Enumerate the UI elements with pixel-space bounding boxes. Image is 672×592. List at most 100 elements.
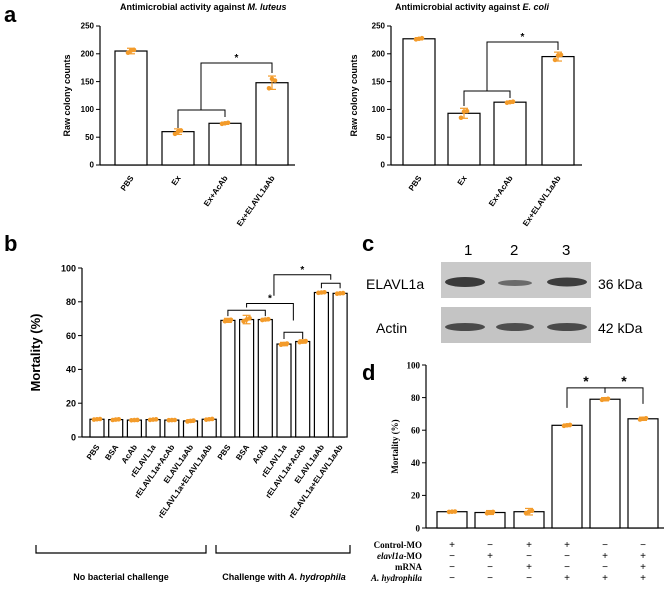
data-point (487, 510, 493, 515)
condition-sign: + (640, 562, 646, 573)
bar-relavl1a-elavl1aab (332, 292, 348, 438)
chart-title: Antimicrobial activity against M. luteus (120, 2, 287, 12)
data-point (188, 418, 193, 424)
y-axis-label: Mortality (%) (390, 419, 400, 473)
significance-bracket (200, 62, 273, 110)
condition-row-label: mRNA (395, 562, 422, 572)
condition-row-label: A. hydrophila (370, 573, 423, 583)
panel-letter-c: c (362, 231, 374, 256)
y-axis-label: Raw colony counts (349, 54, 359, 136)
condition-row-label: Control-MO (374, 540, 422, 550)
data-point (555, 53, 561, 58)
data-point (526, 509, 532, 514)
data-point (113, 417, 118, 422)
data-point (175, 129, 181, 134)
condition-sign: + (526, 562, 532, 573)
y-tick-label: 100 (372, 105, 386, 114)
bar-ex-elavl1aab (541, 55, 575, 166)
bar-ex-acab (493, 101, 527, 166)
bar-3 (551, 424, 583, 529)
x-tick-label: BSA (103, 443, 120, 462)
panel-letter-d: d (362, 360, 375, 385)
condition-sign: + (640, 551, 646, 562)
bar-relavl1a-acab (164, 419, 180, 438)
significance-star: * (300, 265, 304, 276)
y-tick-label: 100 (61, 263, 76, 273)
significance-bracket (604, 387, 644, 404)
condition-sign: − (602, 562, 608, 573)
significance-star: * (521, 32, 525, 43)
data-point (640, 416, 646, 422)
data-point (564, 423, 570, 428)
y-tick-label: 150 (81, 77, 95, 86)
condition-sign: + (487, 551, 493, 562)
x-tick-label: PBS (216, 442, 233, 461)
condition-sign: − (564, 551, 570, 562)
x-tick-label: Ex (170, 174, 183, 188)
x-tick-label: Ex+ELAVL1aAb (235, 174, 277, 228)
data-point (263, 317, 268, 322)
bar-pbs (89, 418, 105, 438)
x-tick-label: Ex+ELAVL1aAb (521, 174, 563, 228)
data-point (281, 341, 287, 347)
group-bracket (283, 331, 304, 339)
group-bracket-challenge (215, 545, 351, 554)
data-point (225, 318, 231, 323)
condition-sign: − (487, 562, 493, 573)
significance-bracket (273, 274, 332, 296)
band-actin-lane1 (445, 323, 485, 331)
y-tick-label: 200 (372, 49, 386, 58)
y-tick-label: 80 (411, 393, 421, 403)
condition-sign: + (602, 551, 608, 562)
condition-sign: + (526, 540, 532, 551)
band-size-actin: 42 kDa (598, 320, 643, 336)
bar-acab (257, 318, 273, 438)
y-tick-label: 40 (66, 365, 76, 375)
y-tick-label: 250 (81, 22, 95, 31)
data-point (244, 317, 249, 322)
significance-star: * (235, 53, 239, 64)
band-actin-lane3 (547, 323, 587, 331)
condition-sign: − (526, 551, 532, 562)
bar-ex (447, 112, 481, 166)
x-tick-label: PBS (119, 173, 136, 192)
condition-sign: + (449, 540, 455, 551)
condition-sign: − (526, 573, 532, 584)
group-label-challenge: Challenge with A. hydrophila (222, 572, 346, 582)
x-tick-label: PBS (85, 442, 102, 461)
y-tick-label: 100 (81, 105, 95, 114)
data-point (458, 115, 464, 121)
band-size-elavl1a: 36 kDa (598, 276, 643, 292)
bar-ex-elavl1aab (255, 82, 289, 166)
data-point (94, 416, 100, 422)
condition-sign: + (564, 540, 570, 551)
condition-sign: − (640, 540, 646, 551)
condition-row-label: elavl1a-MO (377, 551, 422, 561)
y-tick-label: 0 (416, 523, 421, 533)
bar-5 (627, 418, 659, 529)
y-tick-label: 80 (66, 297, 76, 307)
chart-a-m-luteus: 0 50 100 150 200 250 Raw colony counts Antimicr… (62, 2, 295, 228)
condition-sign: − (487, 540, 493, 551)
x-tick-label: Ex+AcAb (487, 174, 515, 208)
bar-bsa (108, 418, 124, 438)
bar-4 (589, 398, 621, 529)
condition-sign: + (602, 573, 608, 584)
y-axis-label: Mortality (%) (28, 314, 43, 392)
bar-pbs (114, 50, 148, 166)
data-point (319, 290, 324, 295)
bar-ex (161, 131, 195, 166)
condition-sign: − (449, 562, 455, 573)
y-tick-label: 20 (66, 399, 76, 409)
group-bracket (320, 282, 341, 289)
lane-label-3: 3 (562, 242, 570, 259)
data-point (337, 291, 343, 296)
group-bracket (227, 309, 266, 317)
condition-sign: − (487, 573, 493, 584)
data-point (507, 99, 513, 105)
bar-elavl1aab (313, 291, 329, 438)
x-tick-label: PBS (407, 173, 424, 192)
